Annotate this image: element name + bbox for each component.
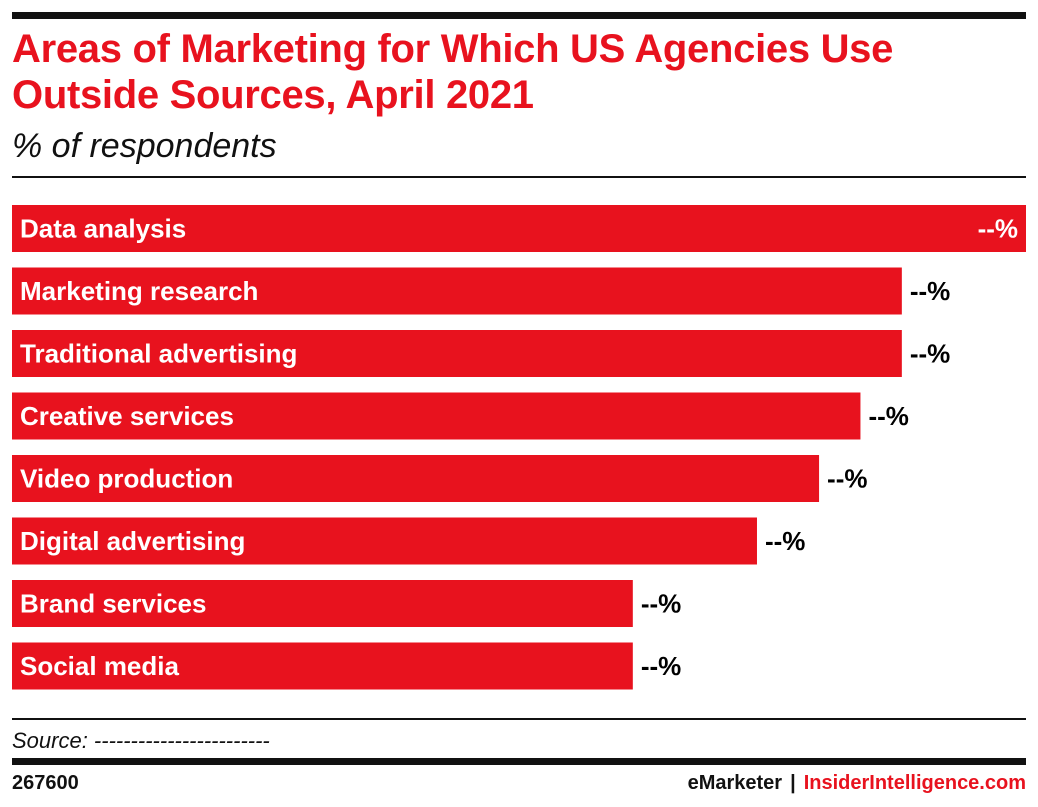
bar-data-analysis (12, 205, 1026, 252)
value-label: --% (868, 401, 908, 431)
value-label: --% (641, 589, 681, 619)
value-label: --% (641, 651, 681, 681)
bar-creative-services (12, 392, 861, 440)
insider-intelligence-link[interactable]: InsiderIntelligence.com (803, 772, 1026, 794)
bar-social-media (12, 642, 633, 690)
category-label: Brand services (20, 589, 206, 619)
category-label: Data analysis (20, 214, 186, 244)
source-note: Source: ------------------------ (12, 728, 270, 753)
category-label: Video production (20, 464, 233, 494)
bar-marketing-research (12, 267, 902, 315)
brand-credit: eMarketer | InsiderIntelligence.com (688, 771, 1026, 795)
category-label: Marketing research (20, 276, 258, 306)
category-label: Digital advertising (20, 526, 245, 556)
header-rule (12, 176, 1026, 178)
footer-rule (12, 758, 1026, 765)
chart-title: Areas of Marketing for Which US Agencies… (12, 27, 894, 117)
category-label: Creative services (20, 401, 234, 431)
value-label: --% (910, 339, 950, 369)
brand-separator: | (790, 772, 796, 794)
bar-brand-services (12, 580, 633, 627)
chart-id: 267600 (12, 772, 79, 794)
category-label: Social media (20, 651, 179, 681)
chart-bottom-rule (12, 718, 1026, 720)
value-label: --% (978, 214, 1018, 244)
chart-subtitle: % of respondents (12, 127, 277, 165)
bar-video-production (12, 455, 820, 502)
value-label: --% (910, 276, 950, 306)
bar-traditional-advertising (12, 330, 902, 377)
value-label: --% (827, 464, 867, 494)
value-label: --% (765, 526, 805, 556)
emarketer-logo-text: eMarketer (687, 772, 783, 794)
top-rule (12, 12, 1026, 19)
bar-digital-advertising (12, 517, 757, 565)
category-label: Traditional advertising (20, 339, 297, 369)
